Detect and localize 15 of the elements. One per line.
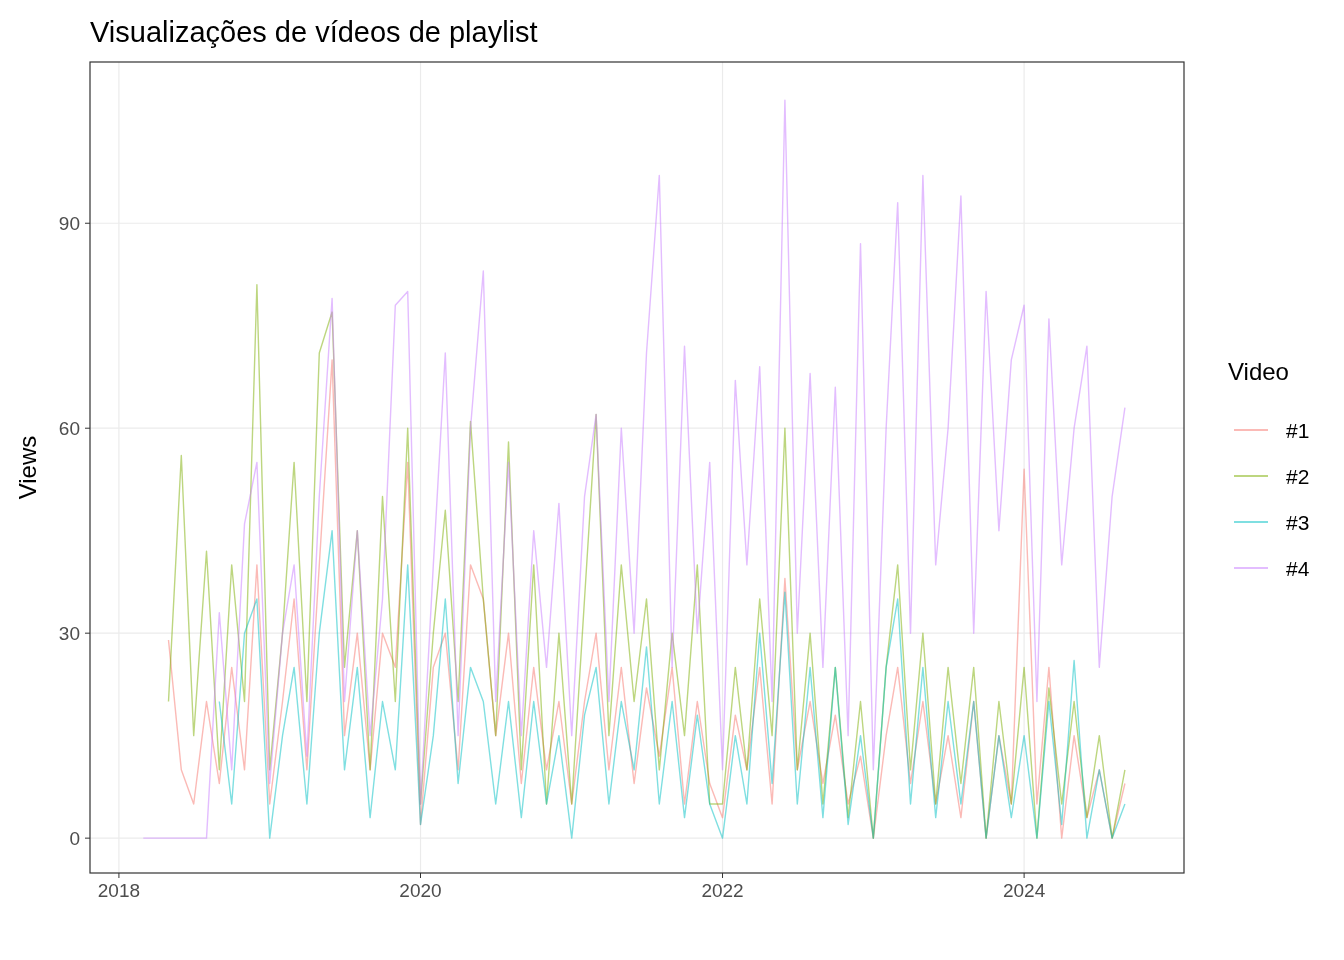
x-tick-label: 2020 [399,880,442,901]
y-axis-title: Views [14,435,41,500]
x-tick-label: 2024 [1002,880,1046,901]
legend-label: #2 [1286,465,1310,488]
y-tick-label: 60 [58,418,80,440]
legend-label: #1 [1286,419,1310,442]
x-tick-label: 2018 [97,880,141,901]
x-tick-label: 2022 [701,880,744,901]
y-tick-label: 0 [69,828,80,850]
legend-label: #3 [1286,511,1310,534]
chart-title: Visualizações de vídeos de playlist [90,16,538,48]
y-tick-label: 30 [58,623,80,645]
y-tick-label: 90 [58,213,80,235]
legend-title: Video [1228,358,1289,385]
legend-label: #4 [1286,557,1310,580]
